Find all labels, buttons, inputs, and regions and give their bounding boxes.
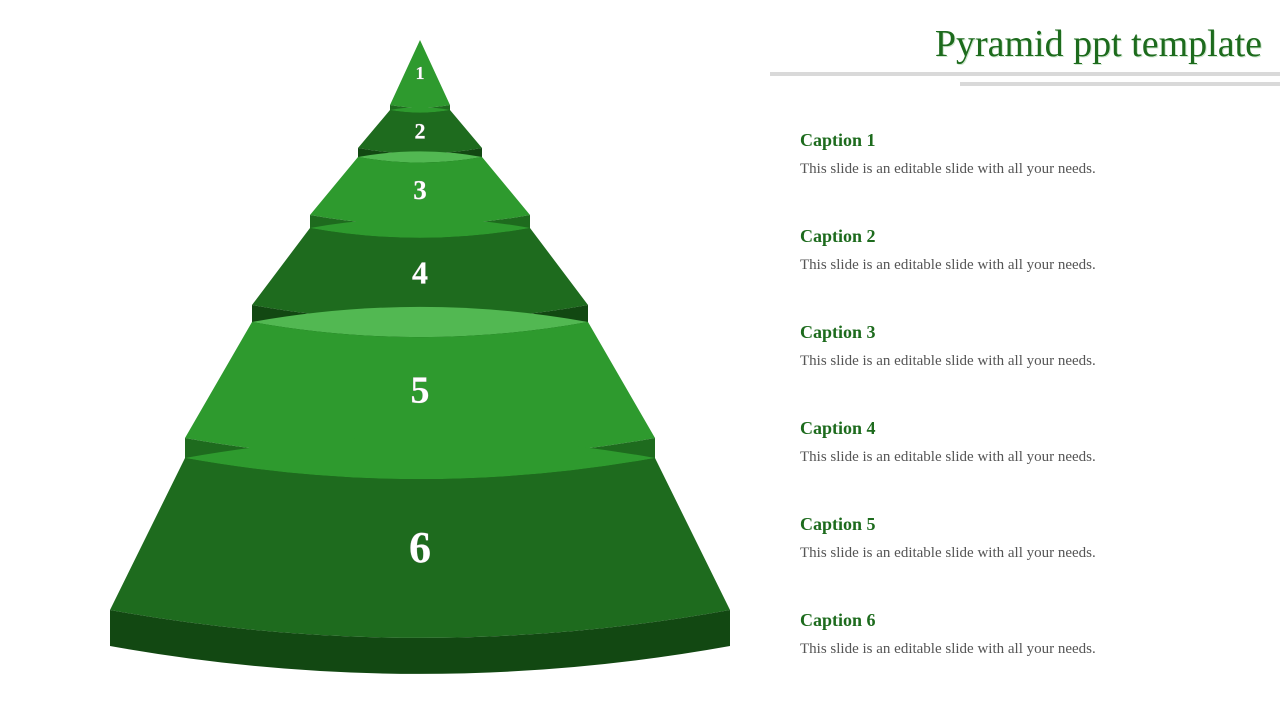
caption-block-3: Caption 3 This slide is an editable slide… <box>800 322 1230 370</box>
caption-title-3: Caption 3 <box>800 322 1230 343</box>
caption-title-5: Caption 5 <box>800 514 1230 535</box>
title-rule-2 <box>960 82 1280 86</box>
title-rule-1 <box>770 72 1280 76</box>
layer-number-6: 6 <box>409 523 431 572</box>
caption-title-6: Caption 6 <box>800 610 1230 631</box>
caption-desc-2: This slide is an editable slide with all… <box>800 257 1230 274</box>
layer-number-1: 1 <box>416 63 425 83</box>
layer-number-3: 3 <box>413 175 427 205</box>
layer-number-5: 5 <box>411 369 430 411</box>
caption-title-2: Caption 2 <box>800 226 1230 247</box>
caption-block-5: Caption 5 This slide is an editable slide… <box>800 514 1230 562</box>
caption-desc-6: This slide is an editable slide with all… <box>800 641 1230 658</box>
caption-title-4: Caption 4 <box>800 418 1230 439</box>
caption-desc-1: This slide is an editable slide with all… <box>800 161 1230 178</box>
page-title: Pyramid ppt template <box>935 22 1262 66</box>
caption-desc-3: This slide is an editable slide with all… <box>800 353 1230 370</box>
caption-desc-5: This slide is an editable slide with all… <box>800 545 1230 562</box>
caption-block-4: Caption 4 This slide is an editable slide… <box>800 418 1230 466</box>
captions-panel: Caption 1 This slide is an editable slide… <box>800 130 1230 706</box>
caption-desc-4: This slide is an editable slide with all… <box>800 449 1230 466</box>
caption-title-1: Caption 1 <box>800 130 1230 151</box>
pyramid-layer-6: 6 <box>110 437 730 674</box>
caption-block-2: Caption 2 This slide is an editable slide… <box>800 226 1230 274</box>
pyramid-diagram: 1 2 3 4 5 6 <box>100 30 740 710</box>
layer-number-2: 2 <box>415 118 426 143</box>
caption-block-1: Caption 1 This slide is an editable slide… <box>800 130 1230 178</box>
caption-block-6: Caption 6 This slide is an editable slide… <box>800 610 1230 658</box>
layer-number-4: 4 <box>412 255 428 291</box>
